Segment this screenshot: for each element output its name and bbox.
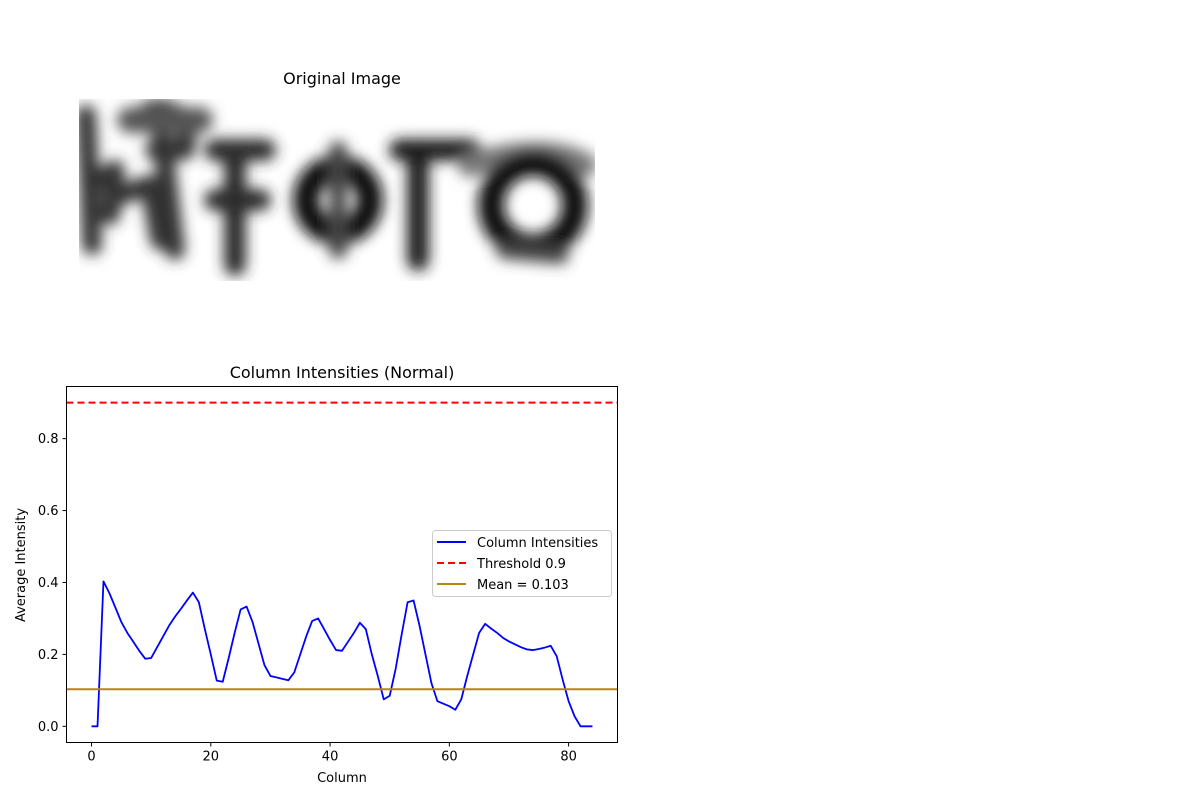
legend: Column Intensities Threshold 0.9 Mean = … [432,530,612,597]
legend-box [432,530,612,597]
legend-label-threshold: Threshold 0.9 [476,557,566,572]
chart-title: Column Intensities (Normal) [230,363,455,382]
x-tick-label: 60 [441,750,458,765]
y-tick-label: 0.8 [38,432,59,447]
y-axis-label: Average Intensity [14,508,29,622]
image-title: Original Image [283,69,401,88]
x-axis-ticks: 0 20 40 60 80 [87,742,577,765]
original-image [79,99,595,281]
axes-frame [66,386,618,743]
column-intensities-line [91,580,593,728]
x-tick-label: 80 [560,750,577,765]
x-tick-label: 20 [203,750,220,765]
y-tick-label: 0.6 [38,504,59,519]
x-axis-label: Column [317,771,367,786]
x-tick-label: 0 [87,750,95,765]
y-axis-ticks: 0.0 0.2 0.4 0.6 0.8 [38,432,67,735]
x-tick-label: 40 [322,750,339,765]
legend-label-mean: Mean = 0.103 [477,578,569,593]
y-tick-label: 0.0 [38,720,59,735]
plot-area [66,401,618,728]
y-tick-label: 0.4 [38,576,59,591]
y-tick-label: 0.2 [38,648,59,663]
legend-label-column-intensities: Column Intensities [477,536,598,551]
